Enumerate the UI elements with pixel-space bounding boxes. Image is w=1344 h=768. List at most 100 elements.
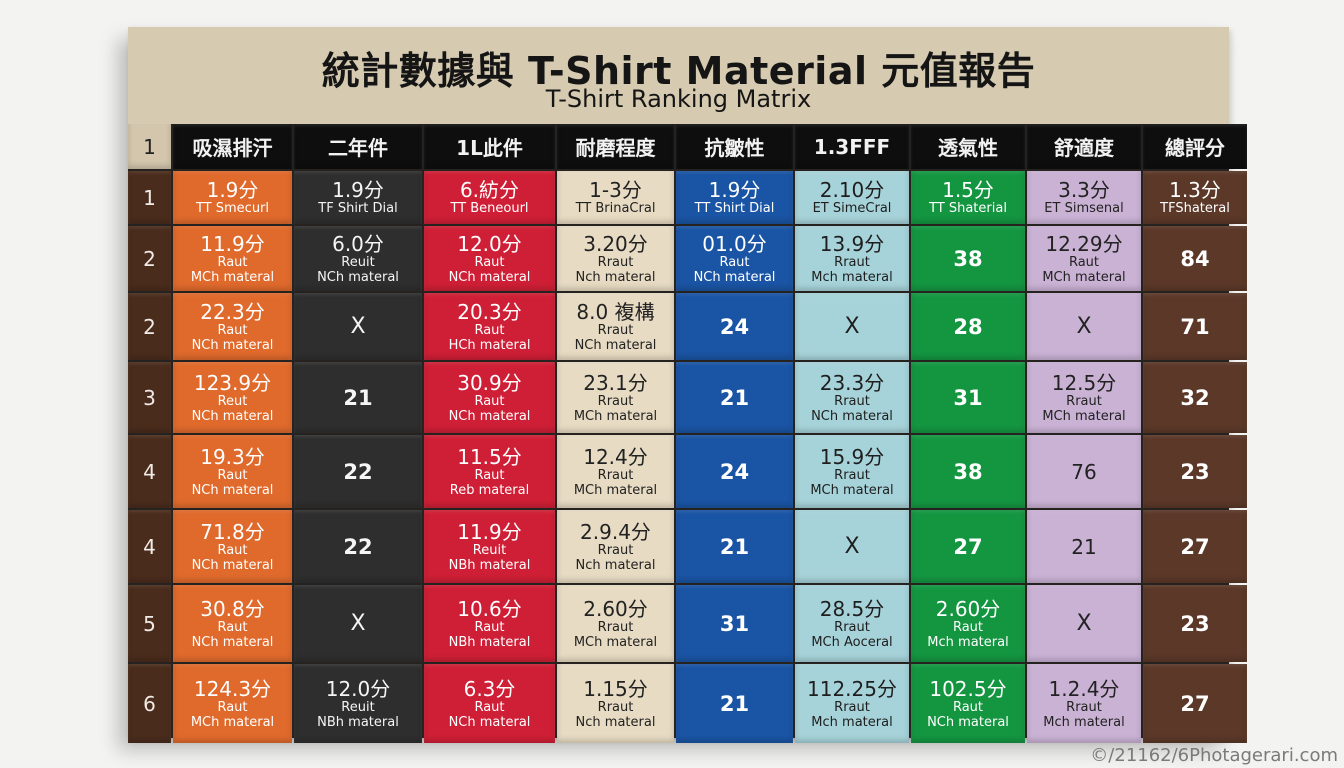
cell-sublabel: Rraut [597,542,634,558]
cell-value: 3.3分 [1058,178,1110,202]
cell-score: 76 [1071,459,1097,484]
cell-score: 27 [1180,534,1210,559]
cell-value: 20.3分 [457,299,522,324]
cell-material: NCh materal [448,269,531,285]
matrix-cell: 24 [676,435,793,508]
column-header: 二年件 [294,124,422,169]
matrix-cell: 15.9分 Rraut MCh materal [795,435,909,508]
matrix-cell: 76 [1027,435,1141,508]
cell-sublabel: Raut [474,619,505,635]
matrix-cell: 10.6分 Raut NBh materal [424,585,555,662]
cell-value: 12.0分 [457,231,522,256]
matrix-cell: 30.8分 Raut NCh materal [173,585,292,662]
cell-sublabel: Raut [217,699,248,715]
cell-value: 1.3分 [1169,178,1221,202]
cell-sublabel: Rraut [597,619,634,635]
cell-material: HCh materal [448,337,531,353]
cell-material: MCh materal [573,634,658,650]
page-subtitle: T-Shirt Ranking Matrix [545,85,812,113]
column-header: 1.3FFF [795,124,909,169]
cell-value: 12.0分 [325,676,391,701]
cell-value: 2.10分 [819,178,885,202]
matrix-cell: X [1027,585,1141,662]
matrix-cell: 124.3分 Raut MCh materal [173,664,292,743]
cell-score: 21 [719,691,750,716]
cell-sublabel: Raut [217,254,248,270]
cell-score: 28 [953,314,983,339]
cell-value: 10.6分 [457,596,522,621]
cell-value: 1.2.4分 [1048,676,1120,701]
matrix-cell: 30.9分 Raut NCh materal [424,362,555,433]
cell-sublabel: Raut [217,619,248,635]
matrix-cell: 20.3分 Raut HCh materal [424,293,555,360]
title-band: 統計數據與 T-Shirt Material 元值報告 T-Shirt Rank… [128,27,1229,124]
matrix-cell: 21 [676,664,793,743]
cell-sublabel: ET Simsenal [1044,201,1124,216]
cell-material: NBh materal [317,714,399,730]
cell-value: 15.9分 [819,444,885,469]
matrix-cell: 8.0 複構 Rraut NCh materal [557,293,674,360]
matrix-cell: 31 [676,585,793,662]
matrix-cell: X [795,510,909,583]
cell-value: 12.5分 [1051,370,1117,395]
cell-score: 27 [953,534,983,559]
cell-material: Nch materal [575,269,656,285]
matrix-cell: X [294,293,422,360]
cell-value: 11.9分 [457,519,522,544]
cell-score: 84 [1180,246,1210,271]
matrix-cell: 6.紡分 TT Beneourl [424,171,555,224]
cell-material: NCh materal [191,482,274,498]
matrix-cell: 13.9分 Rraut Mch materal [795,226,909,291]
cell-sublabel: Raut [474,254,505,270]
cell-value: 8.0 複構 [576,299,655,324]
row-label: 6 [128,664,171,743]
column-header: 吸濕排汗 [173,124,292,169]
matrix-cell: 22 [294,435,422,508]
matrix-cell: 102.5分 Raut NCh materal [911,664,1025,743]
cell-sublabel: Raut [474,467,505,483]
matrix-cell: 2.60分 Rraut MCh materal [557,585,674,662]
matrix-cell: X [294,585,422,662]
cell-score: 23 [1180,459,1210,484]
cell-value: 11.9分 [200,231,265,256]
cell-material: NCh materal [574,337,657,353]
cell-sublabel: Raut [952,619,984,635]
matrix-cell: 1.5分 TT Shaterial [911,171,1025,224]
cell-sublabel: Raut [474,699,505,715]
matrix-cell: 12.4分 Rraut MCh materal [557,435,674,508]
matrix-cell: 12.5分 Rraut MCh materal [1027,362,1141,433]
matrix-cell: 31 [911,362,1025,433]
cell-score: 71 [1180,314,1210,339]
matrix-cell: 23.1分 Rraut MCh materal [557,362,674,433]
matrix-cell: 22 [294,510,422,583]
cell-sublabel: TT Shaterial [929,201,1007,216]
cell-value: 13.9分 [819,231,885,256]
cell-material: NCh materal [191,557,274,573]
cell-empty-mark: X [1076,314,1092,339]
cell-sublabel: Reuit [341,699,375,715]
cell-sublabel: Raut [217,467,248,483]
column-header: 總評分 [1143,124,1247,169]
cell-material: MCh materal [190,269,275,285]
cell-value: 28.5分 [819,596,885,621]
cell-sublabel: Raut [217,542,248,558]
cell-value: 23.3分 [819,370,885,395]
column-header: 抗皺性 [676,124,793,169]
cell-value: 23.1分 [583,370,648,395]
matrix-cell: 19.3分 Raut NCh materal [173,435,292,508]
cell-value: 2.9.4分 [580,519,651,544]
cell-score: 22 [343,459,373,484]
cell-sublabel: Raut [952,699,984,715]
matrix-cell: 23 [1143,585,1247,662]
matrix-cell: 28.5分 Rraut MCh Aoceral [795,585,909,662]
cell-value: 6.紡分 [459,178,520,202]
cell-material: Mch materal [927,634,1009,650]
cell-value: 2.60分 [583,596,648,621]
matrix-cell: 24 [676,293,793,360]
cell-sublabel: Raut [217,322,248,338]
cell-material: NCh materal [448,714,531,730]
cell-score: 23 [1180,611,1210,636]
cell-value: 6.0分 [332,231,384,256]
cell-score: 31 [953,385,983,410]
cell-value: 30.8分 [200,596,265,621]
